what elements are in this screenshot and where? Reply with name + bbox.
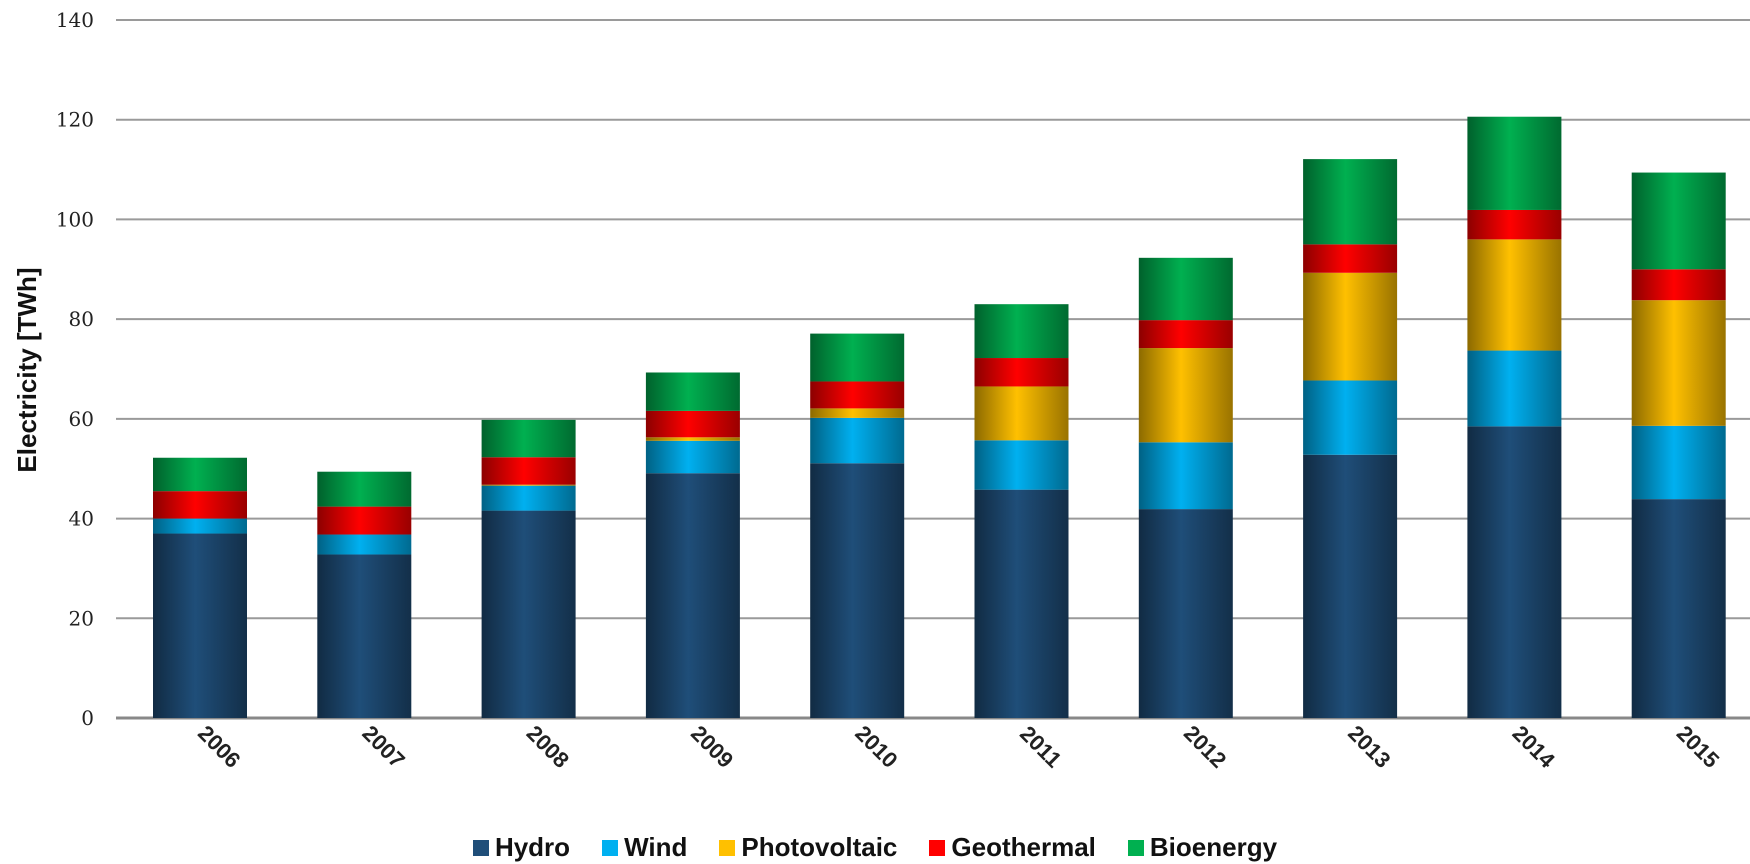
bar-segment-bioenergy — [1631, 172, 1726, 270]
x-tick-label: 2006 — [193, 721, 245, 773]
x-tick-label: 2010 — [850, 721, 902, 773]
bar-segment-bioenergy — [810, 333, 905, 382]
legend-label: Bioenergy — [1149, 832, 1278, 862]
y-axis-label: Electricity [TWh] — [12, 267, 42, 472]
bar-segment-wind — [974, 440, 1069, 490]
bar-segment-geothermal — [1467, 209, 1562, 240]
bar-segment-bioenergy — [317, 471, 412, 507]
bar-segment-photovoltaic — [974, 386, 1069, 441]
bar-segment-geothermal — [810, 381, 905, 409]
legend-label: Photovoltaic — [741, 832, 898, 862]
y-tick-label: 140 — [56, 8, 94, 32]
bar-segment-geothermal — [974, 358, 1069, 387]
y-tick-label: 80 — [69, 307, 94, 331]
legend-item: Wind — [602, 832, 687, 863]
bar-segment-hydro — [317, 554, 412, 718]
x-axis-ticks: 2006 2007 2008 2009 2010 2011 2012 2013 2014 2015 — [193, 721, 1724, 774]
bar-segment-photovoltaic — [645, 437, 740, 441]
bar-segment-wind — [317, 534, 412, 555]
x-tick-label: 2009 — [686, 721, 738, 773]
bar-segment-photovoltaic — [481, 484, 576, 486]
legend-swatch — [472, 839, 489, 856]
bar-segment-wind — [481, 485, 576, 511]
bar-segment-wind — [1138, 442, 1233, 510]
bar-segment-geothermal — [1631, 269, 1726, 301]
bar-segment-bioenergy — [974, 304, 1069, 359]
bar-segment-photovoltaic — [1631, 300, 1726, 426]
bar-segment-bioenergy — [153, 457, 247, 492]
bar-segment-wind — [1631, 425, 1726, 500]
x-tick-label: 2008 — [522, 721, 574, 773]
legend-item: Geothermal — [929, 832, 1096, 863]
bar-segment-hydro — [481, 510, 576, 718]
y-axis-ticks: 0 20 40 60 80 100 120 140 — [56, 8, 94, 730]
x-tick-label: 2007 — [357, 721, 409, 773]
x-tick-label: 2012 — [1179, 721, 1231, 773]
x-tick-label: 2014 — [1508, 721, 1561, 774]
bar-segment-photovoltaic — [810, 408, 905, 418]
bar-segment-photovoltaic — [1467, 239, 1562, 351]
legend-swatch — [602, 839, 619, 856]
legend-label: Hydro — [494, 832, 571, 862]
bar-segment-hydro — [645, 473, 740, 718]
bar-segment-hydro — [1467, 426, 1562, 718]
bar-segment-wind — [153, 518, 247, 534]
bars — [153, 116, 1726, 718]
x-tick-label: 2015 — [1672, 721, 1724, 773]
bar-segment-geothermal — [645, 410, 740, 438]
bar-segment-bioenergy — [1467, 116, 1562, 210]
bar-segment-wind — [810, 417, 905, 464]
legend-swatch — [719, 839, 736, 856]
bar-segment-hydro — [1631, 499, 1726, 718]
bar-segment-wind — [1303, 380, 1398, 455]
bar-segment-photovoltaic — [1138, 348, 1233, 443]
y-tick-label: 20 — [69, 606, 94, 630]
x-tick-label: 2013 — [1343, 721, 1395, 773]
bar-segment-geothermal — [317, 506, 412, 535]
bar-segment-hydro — [810, 463, 905, 718]
bar-segment-wind — [645, 440, 740, 474]
legend-item: Photovoltaic — [719, 832, 897, 863]
bar-segment-bioenergy — [1138, 257, 1233, 321]
bar-segment-geothermal — [1138, 320, 1233, 349]
y-tick-label: 0 — [81, 706, 94, 730]
legend-label: Wind — [624, 832, 688, 862]
bar-segment-hydro — [1303, 454, 1398, 718]
bar-segment-geothermal — [1303, 244, 1398, 273]
bar-segment-bioenergy — [481, 419, 576, 458]
bar-segment-hydro — [153, 533, 247, 718]
legend-item: Hydro — [472, 832, 571, 863]
legend: Hydro Wind Photovoltaic Geothermal Bioenergy — [0, 832, 1750, 863]
bar-segment-bioenergy — [645, 372, 740, 411]
x-tick-label: 2011 — [1015, 721, 1066, 772]
bar-segment-bioenergy — [1303, 159, 1398, 245]
legend-swatch — [929, 839, 946, 856]
bar-segment-hydro — [974, 489, 1069, 718]
y-tick-label: 40 — [69, 507, 94, 531]
bar-segment-geothermal — [153, 491, 247, 519]
legend-item: Bioenergy — [1127, 832, 1278, 863]
bar-segment-geothermal — [481, 457, 576, 485]
bar-segment-hydro — [1138, 509, 1233, 718]
bar-segment-photovoltaic — [1303, 272, 1398, 381]
legend-swatch — [1127, 839, 1144, 856]
legend-label: Geothermal — [951, 832, 1096, 862]
bar-segment-wind — [1467, 350, 1562, 427]
y-tick-label: 60 — [69, 407, 94, 431]
y-tick-label: 100 — [56, 207, 94, 231]
y-tick-label: 120 — [56, 108, 94, 132]
